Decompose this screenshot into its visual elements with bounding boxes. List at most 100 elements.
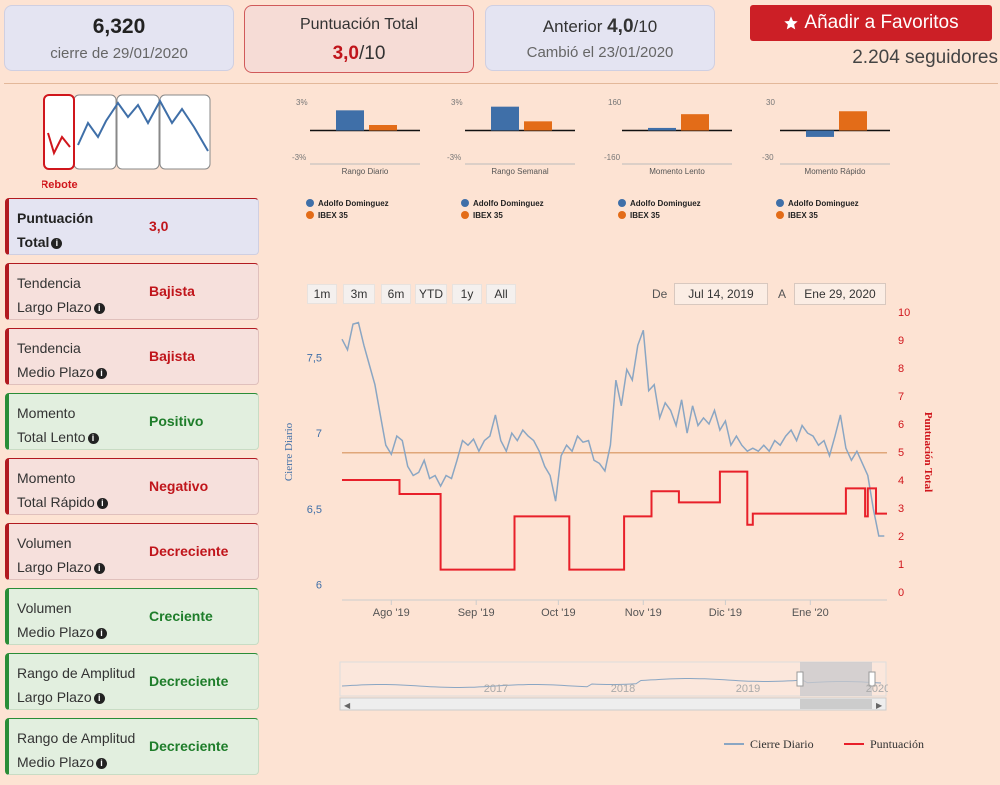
info-icon[interactable]: i	[93, 562, 105, 574]
previous-label: Anterior	[542, 17, 603, 36]
mini-chart: 3% -3% Rango Diario Adolfo Dominguez IBEX 35	[292, 98, 420, 220]
y-right-tick-label: 0	[898, 587, 904, 599]
y-right-tick-label: 4	[898, 475, 904, 487]
indicator-value: Creciente	[149, 608, 213, 624]
y-left-tick-label: 7	[316, 428, 322, 440]
x-tick-label: Sep '19	[458, 607, 495, 619]
navigator-year-label: 2018	[611, 683, 635, 695]
indicator-label-line2: Total Lento	[17, 429, 86, 445]
indicator-label-line1: Puntuación	[17, 210, 94, 226]
add-favorite-button[interactable]: Añadir a Favoritos	[750, 5, 992, 41]
indicator-card[interactable]: Puntuación Total i 3,0	[5, 198, 259, 255]
mini-ytick: -160	[604, 153, 621, 162]
indicator-value: Negativo	[149, 478, 209, 494]
range-button[interactable]: 1y	[452, 284, 482, 304]
range-button[interactable]: YTD	[415, 284, 447, 304]
indicator-label-line1: Momento	[17, 470, 76, 486]
y-left-axis-title: Cierre Diario	[283, 422, 295, 481]
score-value-line: 3,0/10	[245, 43, 473, 65]
indicator-card[interactable]: Volumen Medio Plazo i Creciente	[5, 588, 259, 645]
score-title: Puntuación Total	[299, 16, 418, 33]
mini-legend-label: IBEX 35	[318, 211, 348, 220]
indicator-card[interactable]: Rango de Amplitud Medio Plazo i Decreciente	[5, 718, 259, 775]
mini-ytick: 3%	[451, 98, 463, 107]
legend-dot	[776, 211, 784, 219]
date-to-input[interactable]: Ene 29, 2020	[794, 283, 886, 305]
navigator-year-label: 2020	[866, 683, 888, 695]
mini-legend-label: IBEX 35	[473, 211, 503, 220]
indicator-label-line1: Volumen	[17, 535, 72, 551]
navigator-year-label: 2017	[484, 683, 508, 695]
indicator-label: Puntuación Total i	[17, 206, 147, 254]
date-from-label: De	[652, 287, 668, 301]
range-button[interactable]: 1m	[307, 284, 337, 304]
indicator-label-line1: Tendencia	[17, 340, 81, 356]
chart-navigator[interactable]: 2017 2018 2019 2020 ◀ ▶	[338, 660, 888, 712]
range-button[interactable]: 6m	[381, 284, 411, 304]
info-icon[interactable]: i	[87, 432, 99, 444]
navigator-scrollbar-thumb	[800, 699, 872, 709]
indicator-card[interactable]: Tendencia Largo Plazo i Bajista	[5, 263, 259, 320]
info-icon[interactable]: i	[93, 692, 105, 704]
indicator-card[interactable]: Tendencia Medio Plazo i Bajista	[5, 328, 259, 385]
indicator-label: Volumen Medio Plazo i	[17, 596, 147, 644]
score-value: 3,0	[332, 43, 359, 64]
pattern-frame	[116, 94, 160, 170]
indicator-value: Decreciente	[149, 543, 229, 559]
info-icon[interactable]: i	[96, 367, 108, 379]
indicator-card[interactable]: Rango de Amplitud Largo Plazo i Decreciente	[5, 653, 259, 710]
mini-ytick: 3%	[296, 98, 308, 107]
mini-charts-canvas: 3% -3% Rango Diario Adolfo Dominguez IBEX 35…	[292, 98, 890, 220]
total-score-card: Puntuación Total 3,0/10	[244, 5, 474, 73]
navigator-track	[339, 661, 887, 697]
indicator-label: Rango de Amplitud Largo Plazo i	[17, 661, 147, 709]
info-icon[interactable]: i	[93, 302, 105, 314]
mini-bar	[839, 111, 867, 131]
indicator-value: Bajista	[149, 348, 195, 364]
pattern-rebound-line	[47, 132, 71, 156]
previous-changed-date: Cambió el 23/01/2020	[526, 44, 674, 61]
mini-bar	[524, 121, 552, 131]
date-from-input[interactable]: Jul 14, 2019	[674, 283, 768, 305]
mini-bar	[369, 125, 397, 131]
score-series-line	[342, 470, 887, 571]
star-icon	[784, 16, 799, 30]
y-left-tick-label: 6	[316, 579, 322, 591]
range-button[interactable]: 3m	[343, 284, 375, 304]
info-icon[interactable]: i	[96, 497, 108, 509]
indicator-value: Decreciente	[149, 738, 229, 754]
x-tick-label: Nov '19	[625, 607, 662, 619]
indicator-value: Bajista	[149, 283, 195, 299]
indicator-label-line1: Rango de Amplitud	[17, 665, 136, 681]
mini-bar	[648, 127, 676, 131]
indicator-card[interactable]: Momento Total Lento i Positivo	[5, 393, 259, 450]
indicator-label-line1: Tendencia	[17, 275, 81, 291]
indicator-label-line1: Rango de Amplitud	[17, 730, 136, 746]
scroll-left-icon: ◀	[344, 701, 351, 710]
y-right-tick-label: 5	[898, 447, 904, 459]
info-icon[interactable]: i	[96, 627, 108, 639]
previous-score-line: Anterior 4,0/10	[486, 16, 714, 38]
info-icon[interactable]: i	[51, 237, 63, 249]
add-favorite-label: Añadir a Favoritos	[804, 12, 959, 33]
close-price-card: 6,320 cierre de 29/01/2020	[4, 5, 234, 71]
mini-chart: 160 -160 Momento Lento Adolfo Dominguez IBEX…	[604, 98, 732, 220]
range-button[interactable]: All	[486, 284, 516, 304]
mini-ytick: -3%	[292, 153, 306, 162]
info-icon[interactable]: i	[96, 757, 108, 769]
previous-denominator: /10	[633, 17, 658, 36]
legend-price-label: Cierre Diario	[750, 737, 814, 751]
y-right-tick-label: 10	[898, 307, 910, 319]
indicator-card[interactable]: Momento Total Rápido i Negativo	[5, 458, 259, 515]
y-right-tick-label: 9	[898, 335, 904, 347]
mini-bar	[491, 106, 519, 131]
mini-legend-label: IBEX 35	[788, 211, 818, 220]
indicator-label-line1: Momento	[17, 405, 76, 421]
pattern-line	[77, 98, 209, 152]
mini-legend-label: Adolfo Dominguez	[630, 199, 701, 208]
indicator-card[interactable]: Volumen Largo Plazo i Decreciente	[5, 523, 259, 580]
indicator-value: 3,0	[149, 218, 169, 234]
close-value: 6,320	[92, 15, 146, 38]
legend-dot	[618, 199, 626, 207]
mini-chart-title: Momento Lento	[649, 167, 705, 176]
